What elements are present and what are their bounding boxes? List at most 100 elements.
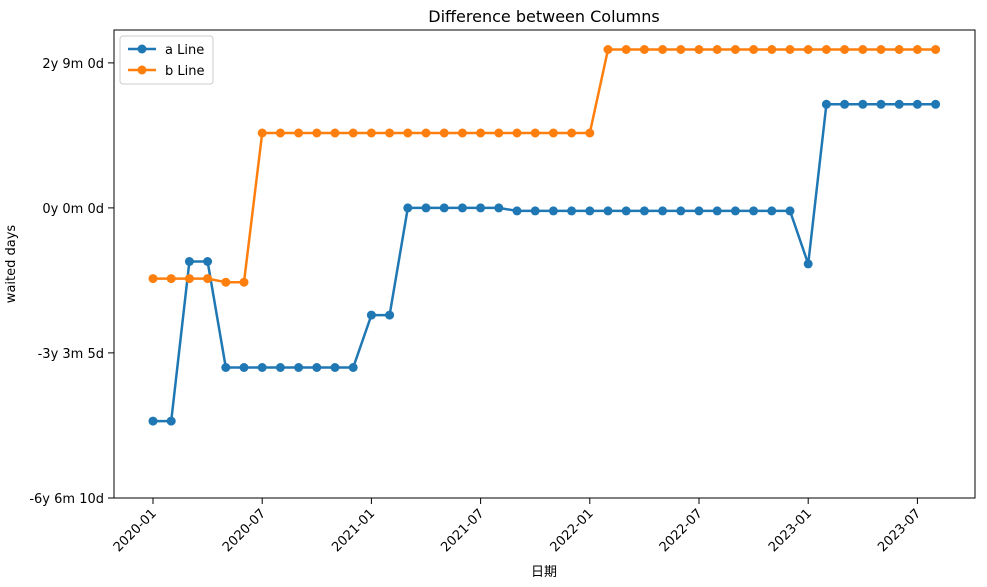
x-tick-label: 2020-07 xyxy=(220,506,269,555)
data-point xyxy=(184,257,194,266)
data-point xyxy=(603,206,613,216)
x-tick-label: 2023-07 xyxy=(875,506,924,555)
data-point xyxy=(166,416,176,426)
data-point xyxy=(512,206,522,216)
data-point xyxy=(858,45,868,54)
data-point xyxy=(512,128,522,138)
y-tick-label: 0y 0m 0d xyxy=(42,202,104,217)
data-point xyxy=(203,274,213,284)
legend-marker-a xyxy=(137,44,147,54)
data-point xyxy=(476,128,486,138)
x-axis: 2020-01 2020-07 2021-01 2021-07 2022-01 2022-… xyxy=(111,498,924,555)
data-point xyxy=(712,45,722,54)
data-point xyxy=(457,203,467,213)
legend: a Line b Line xyxy=(119,35,214,85)
data-point xyxy=(257,128,267,138)
data-point xyxy=(348,363,358,372)
data-point xyxy=(312,363,322,372)
data-point xyxy=(567,206,577,216)
data-point xyxy=(294,363,304,372)
data-point xyxy=(730,45,740,54)
x-tick-label: 2021-01 xyxy=(329,506,378,555)
data-point xyxy=(239,363,249,372)
data-point xyxy=(330,128,340,138)
y-tick-label: -3y 3m 5d xyxy=(38,347,104,362)
data-point xyxy=(530,206,540,216)
data-point xyxy=(858,99,868,109)
legend-label-b: b Line xyxy=(165,64,204,79)
data-point xyxy=(294,128,304,138)
data-point xyxy=(876,45,886,54)
data-point xyxy=(785,206,795,216)
data-point xyxy=(931,45,941,54)
data-point xyxy=(403,128,413,138)
data-point xyxy=(257,363,267,372)
x-tick-label: 2023-01 xyxy=(766,506,815,555)
data-point xyxy=(494,203,504,213)
data-point xyxy=(676,45,686,54)
data-point xyxy=(639,45,649,54)
data-point xyxy=(749,206,759,216)
data-point xyxy=(894,99,904,109)
legend-marker-b xyxy=(137,65,147,75)
data-point xyxy=(803,45,813,54)
data-point xyxy=(658,45,668,54)
y-axis: -6y 6m 10d -3y 3m 5d 0y 0m 0d 2y 9m 0d xyxy=(29,57,114,507)
data-point xyxy=(148,274,158,284)
data-point xyxy=(694,45,704,54)
data-point xyxy=(366,128,376,138)
data-point xyxy=(603,45,613,54)
y-tick-label: 2y 9m 0d xyxy=(42,57,104,72)
data-point xyxy=(366,310,376,320)
x-tick-label: 2022-07 xyxy=(657,506,706,555)
legend-entry-b: b Line xyxy=(128,64,204,79)
data-point xyxy=(421,203,431,213)
data-point xyxy=(931,99,941,109)
x-tick-label: 2021-07 xyxy=(438,506,487,555)
data-point xyxy=(439,203,449,213)
plot-frame xyxy=(113,29,976,499)
data-point xyxy=(712,206,722,216)
y-axis-label: waited days xyxy=(4,225,19,304)
data-point xyxy=(530,128,540,138)
data-point xyxy=(821,45,831,54)
legend-entry-a: a Line xyxy=(128,43,204,58)
data-point xyxy=(767,45,777,54)
data-point xyxy=(439,128,449,138)
data-point xyxy=(385,310,395,320)
x-tick-label: 2020-01 xyxy=(111,506,160,555)
plot-area xyxy=(114,30,975,498)
data-point xyxy=(421,128,431,138)
data-point xyxy=(275,363,285,372)
data-point xyxy=(840,45,850,54)
data-point xyxy=(348,128,358,138)
data-point xyxy=(912,45,922,54)
data-point xyxy=(894,45,904,54)
data-point xyxy=(803,259,813,269)
data-point xyxy=(912,99,922,109)
data-point xyxy=(330,363,340,372)
data-point xyxy=(494,128,504,138)
x-axis-label: 日期 xyxy=(531,565,557,580)
data-point xyxy=(548,128,558,138)
series-layer xyxy=(148,45,941,426)
data-point xyxy=(203,257,213,266)
y-tick-label: -6y 6m 10d xyxy=(29,492,104,507)
data-point xyxy=(621,45,631,54)
data-point xyxy=(312,128,322,138)
data-point xyxy=(876,99,886,109)
data-point xyxy=(821,99,831,109)
data-point xyxy=(275,128,285,138)
data-point xyxy=(457,128,467,138)
data-point xyxy=(548,206,558,216)
data-point xyxy=(148,416,158,426)
data-point xyxy=(567,128,577,138)
data-point xyxy=(785,45,795,54)
chart-title: Difference between Columns xyxy=(428,7,659,26)
data-point xyxy=(585,128,595,138)
data-point xyxy=(840,99,850,109)
data-point xyxy=(767,206,777,216)
data-point xyxy=(166,274,176,284)
data-point xyxy=(585,206,595,216)
